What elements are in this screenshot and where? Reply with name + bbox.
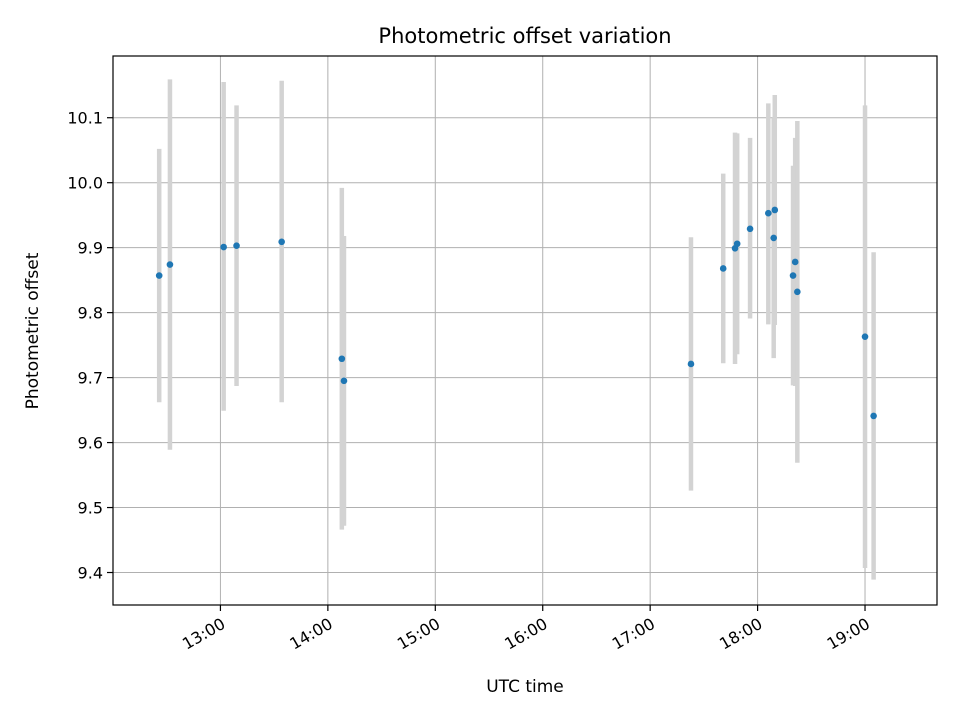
data-point [733, 240, 741, 248]
y-tick-label: 9.5 [78, 499, 103, 518]
y-tick-label: 9.6 [78, 434, 103, 453]
data-point [719, 265, 727, 272]
y-tick-label: 10.1 [67, 109, 103, 128]
data-points [155, 206, 877, 420]
data-point [220, 243, 227, 251]
data-point [155, 272, 163, 279]
data-point [770, 234, 778, 242]
data-point [861, 333, 869, 340]
data-point [233, 242, 240, 250]
y-axis-label: Photometric offset [23, 252, 43, 409]
data-point [338, 355, 346, 363]
data-point [765, 209, 772, 217]
data-point [340, 377, 348, 385]
x-axis-label: UTC time [486, 677, 564, 697]
data-point [166, 261, 174, 268]
y-tick-label: 9.4 [78, 564, 103, 583]
y-axis-ticks: 9.4 9.5 9.6 9.7 9.8 9.9 10.0 10.1 [67, 109, 113, 583]
data-point [771, 206, 779, 214]
y-tick-label: 9.8 [78, 304, 103, 323]
data-point [278, 238, 285, 246]
data-point [791, 258, 799, 266]
plot-frame [112, 55, 938, 606]
grid [113, 56, 937, 605]
y-tick-label: 9.7 [78, 369, 103, 388]
y-tick-label: 10.0 [67, 174, 103, 193]
chart-title: Photometric offset variation [378, 24, 671, 48]
data-point [870, 412, 877, 420]
data-point [687, 360, 695, 368]
data-point [789, 272, 797, 279]
y-tick-label: 9.9 [78, 239, 103, 258]
data-point [746, 225, 754, 233]
data-point [794, 288, 801, 296]
